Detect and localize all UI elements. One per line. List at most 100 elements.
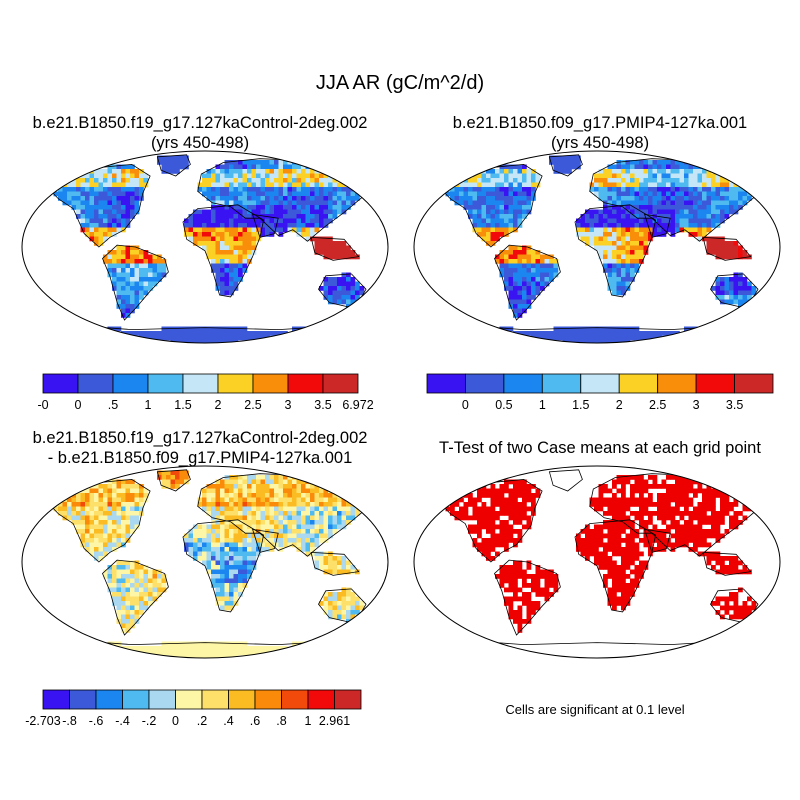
grid-cell xyxy=(242,335,248,341)
grid-cell xyxy=(720,205,725,210)
grid-cell xyxy=(121,250,126,255)
grid-cell xyxy=(130,619,135,624)
grid-cell xyxy=(616,565,622,570)
grid-cell xyxy=(544,587,550,593)
grid-cell xyxy=(170,169,176,174)
grid-cell xyxy=(742,191,748,197)
grid-cell xyxy=(247,331,252,336)
grid-cell xyxy=(535,263,541,269)
grid-cell xyxy=(540,281,545,287)
coastline-samerica xyxy=(102,559,169,636)
grid-cell xyxy=(215,169,221,174)
grid-cell xyxy=(508,245,514,251)
grid-cell xyxy=(134,596,140,602)
grid-cell xyxy=(98,200,104,206)
grid-cell xyxy=(215,272,221,278)
grid-cell xyxy=(242,236,248,242)
grid-cell xyxy=(612,209,617,215)
grid-cell xyxy=(287,538,293,543)
grid-cell xyxy=(670,227,676,233)
grid-cell xyxy=(657,191,662,197)
grid-cell xyxy=(193,551,198,557)
grid-cell xyxy=(238,241,243,246)
grid-cell xyxy=(706,209,712,215)
grid-cell xyxy=(130,587,135,593)
grid-cell xyxy=(648,227,653,233)
grid-cell xyxy=(215,178,221,183)
grid-cell xyxy=(242,506,248,512)
colorbar-box xyxy=(69,689,97,710)
grid-cell xyxy=(702,506,707,512)
grid-cell xyxy=(508,502,514,507)
grid-cell xyxy=(121,254,126,260)
grid-cell xyxy=(661,191,667,197)
grid-cell xyxy=(742,286,748,291)
grid-cell xyxy=(585,524,590,530)
grid-cell xyxy=(107,587,113,593)
grid-cell xyxy=(688,484,694,489)
grid-cell xyxy=(85,178,90,183)
grid-cell xyxy=(499,506,505,512)
grid-cell xyxy=(184,650,189,656)
grid-cell xyxy=(558,160,563,165)
grid-cell xyxy=(112,200,117,206)
grid-cell xyxy=(76,511,81,516)
grid-cell xyxy=(130,515,135,521)
grid-cell xyxy=(103,196,108,201)
grid-cell xyxy=(715,187,721,192)
grid-cell xyxy=(89,227,95,233)
grid-cell xyxy=(612,569,617,575)
grid-cell xyxy=(688,164,694,170)
grid-cell xyxy=(319,488,324,494)
grid-cell xyxy=(729,614,734,620)
grid-cell xyxy=(233,205,239,210)
grid-cell xyxy=(715,520,721,525)
grid-cell xyxy=(296,502,302,507)
grid-cell xyxy=(301,547,306,552)
grid-cell xyxy=(85,218,90,224)
grid-cell xyxy=(85,515,90,521)
grid-cell xyxy=(238,520,243,525)
grid-cell xyxy=(733,245,739,251)
grid-cell xyxy=(607,497,613,503)
coastline-namerica xyxy=(439,478,543,563)
grid-cell xyxy=(269,484,275,489)
grid-cell xyxy=(513,277,518,282)
grid-cell xyxy=(301,484,306,489)
grid-cell xyxy=(247,565,252,570)
grid-cell xyxy=(481,511,487,516)
grid-cell xyxy=(265,533,270,539)
grid-cell xyxy=(517,565,523,570)
grid-cell xyxy=(589,209,595,215)
grid-cell xyxy=(648,542,653,548)
grid-cell xyxy=(544,259,550,264)
grid-cell xyxy=(481,218,487,224)
grid-cell xyxy=(229,524,234,530)
grid-cell xyxy=(134,200,140,206)
grid-cell xyxy=(634,227,640,233)
grid-cell xyxy=(621,178,626,183)
grid-cell xyxy=(679,191,685,197)
grid-cell xyxy=(332,196,338,201)
grid-cell xyxy=(540,569,545,575)
grid-cell xyxy=(265,524,270,530)
grid-cell xyxy=(355,610,360,615)
grid-cell xyxy=(112,641,117,647)
grid-cell xyxy=(616,601,622,606)
grid-cell xyxy=(513,502,518,507)
grid-cell xyxy=(197,232,203,237)
grid-cell xyxy=(495,187,500,192)
grid-cell xyxy=(269,497,275,503)
grid-cell xyxy=(328,241,333,246)
grid-cell xyxy=(684,484,689,489)
grid-cell xyxy=(508,286,514,291)
grid-cell xyxy=(657,187,662,192)
grid-cell xyxy=(247,650,252,656)
grid-cell xyxy=(283,475,288,480)
grid-cell xyxy=(139,587,144,593)
grid-cell xyxy=(508,164,514,170)
grid-cell xyxy=(215,646,221,651)
grid-cell xyxy=(549,592,554,597)
grid-cell xyxy=(98,187,104,192)
grid-cell xyxy=(535,259,541,264)
